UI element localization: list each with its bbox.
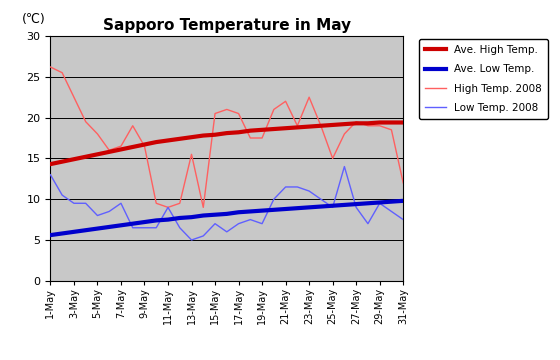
Title: Sapporo Temperature in May: Sapporo Temperature in May xyxy=(102,18,351,33)
Text: (℃): (℃) xyxy=(22,13,46,26)
Legend: Ave. High Temp., Ave. Low Temp., High Temp. 2008, Low Temp. 2008: Ave. High Temp., Ave. Low Temp., High Te… xyxy=(419,39,548,120)
